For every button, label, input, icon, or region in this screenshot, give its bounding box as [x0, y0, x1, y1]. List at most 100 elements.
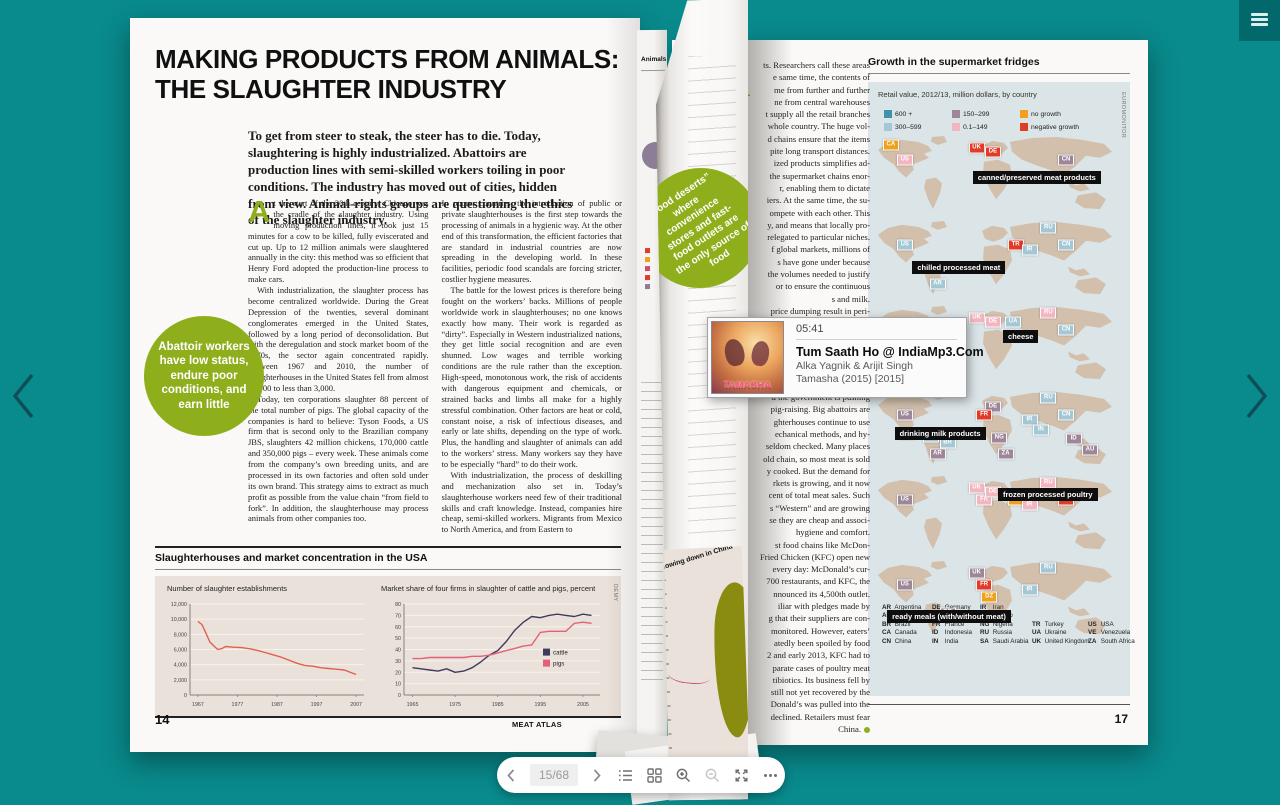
media-notification-popup[interactable]: TAMASHA 05:41 Tum Saath Ho @ IndiaMp3.Co… — [707, 317, 984, 398]
map-label: frozen processed poultry — [998, 487, 1098, 501]
country-badge: CN — [1058, 239, 1075, 251]
pull-quote-circle: Abattoir workers have low status, endure… — [144, 316, 264, 436]
country-badge: UK — [968, 567, 985, 579]
next-page-button[interactable] — [585, 764, 607, 786]
legend-swatch — [1020, 123, 1028, 131]
country-badge: AU — [1081, 444, 1098, 456]
country-badge: IR — [1021, 414, 1038, 426]
legend-swatch — [884, 123, 892, 131]
text-line: monitored. However, eaters’ — [770, 625, 870, 636]
list-icon — [618, 769, 632, 781]
text-line: d chains ensure that the items — [767, 133, 870, 144]
area-chart-fragment — [713, 582, 748, 737]
svg-text:0: 0 — [184, 693, 187, 699]
svg-text:2,000: 2,000 — [174, 678, 187, 684]
country-badge: CN — [1058, 324, 1075, 336]
text-line: s and milk. — [831, 293, 870, 304]
legend-swatch — [884, 110, 892, 118]
country-badge: DE — [984, 401, 1001, 413]
chart-source: DEMY — [612, 584, 618, 602]
map-source: EUROMONITOR — [1120, 92, 1126, 139]
book-footer: MEAT ATLAS — [512, 720, 562, 729]
text-line: relegated to particular niches. — [767, 232, 870, 243]
country-badge: NG — [991, 432, 1008, 444]
country-badge: ID — [1065, 433, 1082, 445]
dropcap: A — [248, 198, 271, 229]
mini-chart-title: Slowing down in China — [657, 545, 734, 573]
establishments-line-chart: 0 2,000 4,000 6,000 8,000 10,000 12,000 1967 197… — [163, 600, 369, 713]
left-page[interactable]: MAKING PRODUCTS FROM ANIMALS: THE SLAUGH… — [130, 18, 640, 752]
country-badge: FR — [976, 409, 993, 421]
text-line: seldom checked. Many places — [765, 441, 870, 452]
zoom-out-icon — [705, 768, 719, 782]
album-art: TAMASHA — [711, 321, 784, 394]
text-line: every day: McDonald’s cur- — [772, 564, 870, 575]
fullscreen-button[interactable] — [730, 764, 752, 786]
page-indicator[interactable]: 15/68 — [529, 764, 579, 786]
text-line: 700 restaurants, and KFC, the — [766, 576, 870, 587]
text-line: pite long transport distances. — [770, 146, 870, 157]
svg-text:1997: 1997 — [311, 702, 323, 708]
map-label: chilled processed meat — [912, 260, 1006, 274]
text-line: y, and means that locally pro- — [767, 219, 870, 230]
turning-page-curl[interactable]: “Food deserts” where convenience stores … — [656, 0, 748, 801]
legend-swatch — [952, 110, 960, 118]
legend-item: 150–299 — [952, 108, 1016, 120]
text-line: ghterhouses continue to use — [773, 416, 870, 427]
map-row: frozen processed poultryUSUKFRDERUTRIRCN — [872, 474, 1124, 559]
zoom-out-button[interactable] — [701, 764, 723, 786]
next-page-arrow[interactable] — [1240, 368, 1274, 424]
legend-item: 300–599 — [884, 121, 948, 133]
text-line: s “Western” and are growing — [769, 502, 870, 513]
country-badge: IN — [1032, 424, 1049, 436]
svg-text:50: 50 — [395, 636, 401, 642]
country-badge: UK — [968, 482, 985, 494]
svg-text:1977: 1977 — [232, 702, 244, 708]
chevron-left-icon — [12, 373, 34, 419]
text-line: s have gone under because — [777, 256, 870, 267]
text-line: atedly been spoiled by food — [773, 637, 870, 648]
svg-text:1967: 1967 — [192, 702, 204, 708]
map-row: ready meals (with/without meat)USUKFRDZB… — [872, 559, 1124, 644]
country-badge: CN — [1058, 154, 1075, 166]
chevron-right-icon — [1246, 373, 1268, 419]
fullscreen-icon — [734, 768, 748, 782]
text-line: iers. At the same time, the su- — [766, 195, 870, 206]
country-badge: US — [896, 154, 913, 166]
svg-text:2007: 2007 — [350, 702, 362, 708]
paragraph: With industrialization, the slaughter pr… — [248, 285, 429, 393]
text-line: ized products simplifies ad- — [773, 158, 870, 169]
page-number: 17 — [1114, 712, 1128, 726]
paragraph: With industrialization, the process of d… — [441, 469, 623, 535]
country-badge: IR — [1021, 244, 1038, 256]
more-options-button[interactable] — [759, 764, 781, 786]
china-mini-chart: Slowing down in China — [656, 546, 748, 780]
menu-button[interactable] — [1239, 0, 1280, 41]
article-end-dot — [864, 727, 870, 734]
text-line: me from further and further — [773, 84, 870, 95]
zoom-in-button[interactable] — [672, 764, 694, 786]
map-subtitle: Retail value, 2012/13, million dollars, … — [878, 90, 1037, 99]
text-line: price dumping result in peri- — [770, 305, 870, 316]
svg-text:10,000: 10,000 — [171, 617, 187, 623]
thumbnails-button[interactable] — [643, 764, 665, 786]
svg-text:1985: 1985 — [492, 702, 504, 708]
text-line: old chain, so most meat is sold — [763, 453, 870, 464]
svg-text:40: 40 — [395, 648, 401, 654]
text-line: ne from central warehouses — [774, 96, 870, 107]
text-line: 2 and early 2013, KFC had to — [766, 650, 870, 661]
prev-page-button[interactable] — [501, 764, 523, 786]
text-line: y cooked. But the demand for — [766, 465, 870, 476]
map-panel: Retail value, 2012/13, million dollars, … — [868, 82, 1135, 696]
article-intro: To get from steer to steak, the steer ha… — [248, 128, 573, 228]
text-line: Fried Chicken (KFC) open new — [759, 551, 870, 562]
svg-text:1987: 1987 — [271, 702, 283, 708]
text-line: parate cases of poultry meat — [772, 662, 870, 673]
paragraph: Today, ten corporations slaughter 88 per… — [248, 393, 429, 524]
map-label: canned/preserved meat products — [972, 171, 1101, 185]
toc-button[interactable] — [614, 764, 636, 786]
previous-page-arrow[interactable] — [6, 368, 40, 424]
track-album: Tamasha (2015) [2015] — [796, 373, 904, 385]
supermarket-map-block: Growth in the supermarket fridges Retail… — [868, 56, 1135, 696]
